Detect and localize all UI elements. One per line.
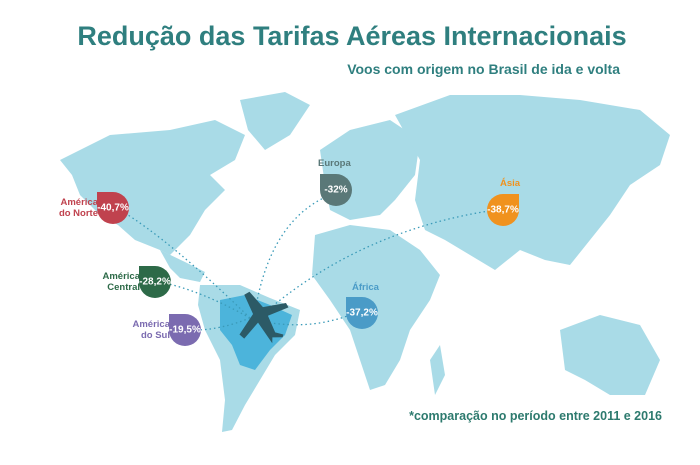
region-label: África xyxy=(352,282,379,293)
brazil xyxy=(220,295,292,370)
marker xyxy=(139,266,171,298)
marker xyxy=(169,314,201,346)
title: Redução das Tarifas Aéreas Internacionai… xyxy=(77,21,626,51)
value: -28,2% xyxy=(139,277,171,288)
marker xyxy=(97,192,129,224)
value: -32% xyxy=(324,185,347,196)
region-label: América do Sul xyxy=(132,319,171,341)
marker xyxy=(346,297,378,329)
region-label: Ásia xyxy=(500,178,521,189)
value: -19,5% xyxy=(169,325,201,336)
region-label: América Central xyxy=(102,271,141,293)
marker xyxy=(320,174,352,206)
plane-icon xyxy=(239,291,289,344)
value: -37,2% xyxy=(346,308,378,319)
continents xyxy=(60,92,670,432)
routes xyxy=(119,194,496,331)
footnote: *comparação no período entre 2011 e 2016 xyxy=(409,409,662,423)
value: -40,7% xyxy=(97,203,129,214)
value: -38,7% xyxy=(487,205,519,216)
region-label: América do Norte xyxy=(58,197,98,219)
region-label: Europa xyxy=(318,158,351,169)
markers: -40,7% -28,2% -19,5% -32% -38,7% -37,2% xyxy=(97,174,519,346)
marker xyxy=(487,194,519,226)
subtitle: Voos com origem no Brasil de ida e volta xyxy=(347,61,620,77)
